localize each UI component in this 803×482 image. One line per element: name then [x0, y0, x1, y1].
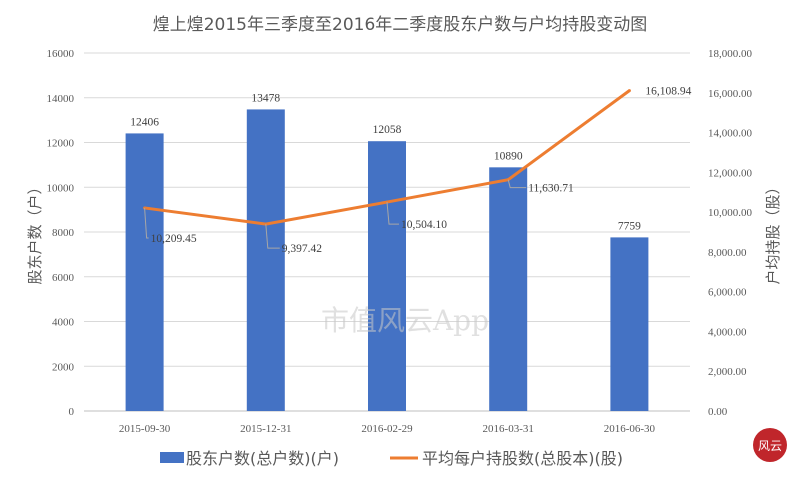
legend-bar-label: 股东户数(总户数)(户): [186, 449, 339, 468]
bar: [368, 141, 406, 411]
y2-axis-label: 户均持股（股）: [764, 179, 782, 284]
line-data-label: 10,209.45: [151, 233, 197, 245]
bar-data-label: 12406: [130, 116, 159, 128]
bar-data-label: 12058: [373, 124, 402, 136]
bar-data-label: 10890: [494, 150, 523, 162]
x-tick-label: 2016-02-29: [361, 423, 413, 435]
x-tick-label: 2016-03-31: [483, 423, 534, 435]
y2-tick-label: 16,000.00: [708, 88, 753, 100]
x-tick-label: 2015-12-31: [240, 423, 291, 435]
watermark: 市值风云App: [321, 304, 489, 337]
y-tick-label: 12000: [47, 138, 75, 150]
y2-tick-label: 0.00: [708, 406, 728, 418]
legend-line-label: 平均每户持股数(总股本)(股): [422, 449, 623, 468]
y-tick-label: 2000: [52, 361, 75, 373]
y-tick-label: 14000: [47, 93, 75, 105]
y-tick-label: 16000: [47, 48, 75, 60]
y-tick-label: 0: [69, 406, 75, 418]
y2-tick-label: 8,000.00: [708, 247, 747, 259]
line-data-label: 11,630.71: [528, 183, 574, 195]
y2-tick-label: 18,000.00: [708, 48, 753, 60]
leader-line: [265, 224, 280, 249]
logo-text: 风云: [758, 439, 782, 453]
y2-tick-label: 2,000.00: [708, 366, 747, 378]
bar: [125, 133, 164, 411]
leader-line: [386, 202, 399, 225]
y-tick-label: 8000: [52, 227, 75, 239]
leader-line: [144, 207, 149, 239]
bar-data-label: 7759: [618, 220, 641, 232]
bar: [610, 237, 649, 411]
y-tick-label: 6000: [52, 272, 75, 284]
bar: [246, 109, 285, 411]
line-point: [627, 89, 631, 93]
logo: 风云: [753, 428, 787, 462]
legend-bar-swatch: [160, 452, 184, 463]
y2-tick-label: 14,000.00: [708, 128, 753, 140]
chart-title: 煌上煌2015年三季度至2016年二季度股东户数与户均持股变动图: [153, 15, 648, 35]
bar-data-label: 13478: [251, 92, 280, 104]
legend: 股东户数(总户数)(户) 平均每户持股数(总股本)(股): [160, 449, 623, 468]
y2-tick-label: 10,000.00: [708, 207, 753, 219]
y2-tick-label: 6,000.00: [708, 287, 747, 299]
y2-tick-label: 4,000.00: [708, 326, 747, 338]
bar: [489, 167, 528, 411]
line-data-label: 16,108.94: [645, 86, 691, 98]
y-tick-label: 10000: [47, 182, 75, 194]
x-tick-label: 2016-06-30: [604, 423, 656, 435]
line-data-label: 9,397.42: [282, 243, 323, 255]
line-data-label: 10,504.10: [401, 219, 447, 231]
y2-tick-label: 12,000.00: [708, 167, 753, 179]
x-tick-label: 2015-09-30: [119, 423, 171, 435]
y-axis-label: 股东户数（户）: [26, 179, 44, 284]
y-tick-label: 4000: [52, 317, 75, 329]
leader-line: [507, 179, 527, 189]
